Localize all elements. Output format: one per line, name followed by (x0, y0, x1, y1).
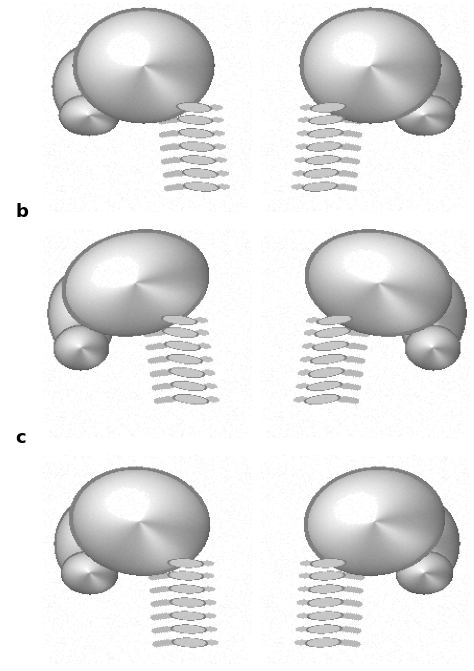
Text: b: b (16, 203, 28, 221)
Text: c: c (16, 429, 26, 447)
